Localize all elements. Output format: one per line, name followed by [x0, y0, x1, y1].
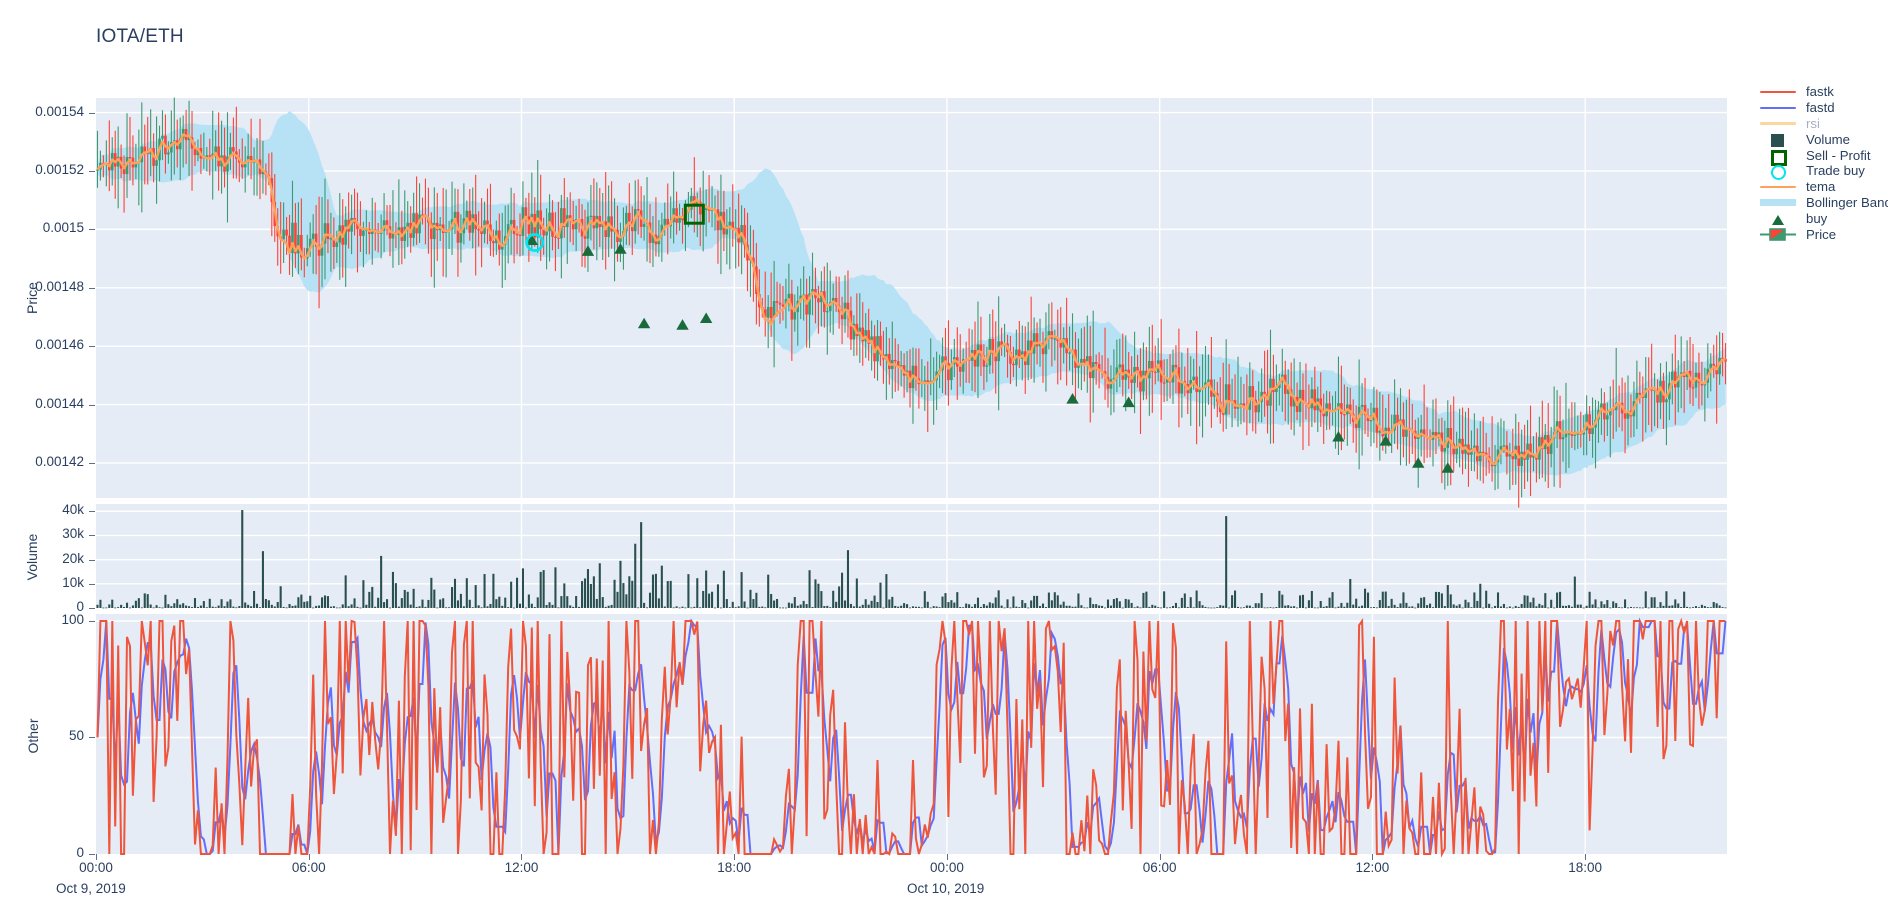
axis-tick-label: 40k	[62, 502, 84, 518]
filled-square-icon	[1756, 132, 1800, 147]
x-axis-tick-mark	[96, 854, 97, 860]
axis-tick-label: 0.0015	[42, 220, 84, 236]
legend-label: Bollinger Band	[1806, 194, 1888, 210]
axis-tick-mark	[89, 462, 95, 464]
page-title: IOTA/ETH	[96, 26, 184, 47]
legend-item-fastk[interactable]: fastk	[1756, 84, 1888, 100]
axis-tick-label: 0.00148	[35, 278, 84, 294]
x-axis-date-label: Oct 9, 2019	[56, 881, 126, 896]
axis-tick-mark	[89, 535, 95, 537]
axis-tick-mark	[89, 608, 95, 609]
legend-label: rsi	[1806, 115, 1820, 131]
axis-tick-mark	[89, 737, 95, 739]
legend-label: fastk	[1806, 84, 1834, 100]
legend-label: buy	[1806, 210, 1828, 226]
axis-tick-mark	[89, 112, 95, 114]
line-swatch	[1760, 90, 1796, 94]
legend-item-sell-profit[interactable]: Sell - Profit	[1756, 147, 1888, 166]
band-icon	[1756, 195, 1800, 210]
x-axis-tick-label: 18:00	[717, 860, 752, 875]
axis-tick-mark	[89, 287, 95, 289]
candlestick-icon	[1756, 227, 1800, 242]
legend: fastk fastd rsi Volume Sell - Profit Trade bu…	[1756, 84, 1888, 242]
open-circle-swatch	[1771, 165, 1786, 181]
axis-tick-label: 0.00142	[35, 453, 84, 469]
axis-tick-label: 100	[61, 611, 84, 627]
volume-panel	[96, 504, 1727, 608]
legend-label: Sell - Profit	[1806, 147, 1871, 163]
x-axis-tick-label: 12:00	[1355, 860, 1390, 875]
line-swatch	[1760, 106, 1796, 110]
x-axis-tick-mark	[734, 854, 736, 860]
axis-tick-mark	[89, 583, 95, 585]
axis-tick-mark	[89, 404, 95, 406]
x-axis-tick-mark	[1372, 854, 1374, 860]
x-axis-tick-label: 18:00	[1568, 860, 1603, 875]
line-icon	[1756, 84, 1800, 99]
candlestick-swatch	[1760, 227, 1796, 241]
legend-item-volume[interactable]: Volume	[1756, 131, 1888, 147]
triangle-swatch	[1772, 214, 1784, 225]
square-swatch	[1771, 133, 1784, 147]
other-panel	[96, 614, 1727, 854]
x-axis-tick-label: 06:00	[291, 860, 326, 875]
line-icon	[1756, 116, 1800, 131]
axis-tick-label: 0.00144	[35, 395, 84, 411]
axis-tick-mark	[89, 229, 95, 231]
legend-item-fastd[interactable]: fastd	[1756, 100, 1888, 116]
legend-label: Price	[1806, 226, 1837, 242]
line-icon	[1756, 100, 1800, 115]
x-axis-tick-mark	[521, 854, 523, 860]
legend-item-trade-buy[interactable]: Trade buy	[1756, 163, 1888, 181]
price-axis-label: Price	[24, 282, 40, 314]
axis-tick-label: 10k	[62, 574, 84, 590]
axis-tick-mark	[89, 559, 95, 561]
open-square-icon	[1756, 148, 1800, 166]
price-panel	[96, 98, 1727, 498]
x-axis-tick-label: 00:00	[79, 860, 113, 875]
axis-tick-label: 50	[68, 728, 84, 744]
axis-tick-mark	[89, 854, 95, 855]
axis-tick-mark	[89, 511, 95, 513]
legend-item-price[interactable]: Price	[1756, 226, 1888, 242]
axis-tick-mark	[89, 620, 95, 622]
open-circle-icon	[1756, 163, 1800, 181]
legend-label: fastd	[1806, 100, 1835, 116]
axis-tick-label: 0.00154	[35, 103, 84, 119]
legend-item-bollinger-band[interactable]: Bollinger Band	[1756, 195, 1888, 211]
legend-label: tema	[1806, 179, 1836, 195]
line-icon	[1756, 179, 1800, 194]
legend-item-buy[interactable]: buy	[1756, 210, 1888, 226]
axis-tick-mark	[89, 346, 95, 348]
axis-tick-label: 0.00152	[35, 161, 84, 177]
triangle-up-icon	[1756, 211, 1800, 226]
axis-tick-label: 30k	[62, 526, 84, 542]
band-swatch	[1760, 199, 1796, 207]
axis-tick-label: 0.00146	[35, 337, 84, 353]
axis-tick-mark	[89, 170, 95, 172]
axis-tick-label: 0	[76, 599, 84, 614]
legend-label: Trade buy	[1806, 163, 1865, 179]
x-axis-tick-label: 06:00	[1142, 860, 1177, 875]
x-axis-tick-label: 12:00	[504, 860, 539, 875]
legend-item-rsi[interactable]: rsi	[1756, 116, 1888, 132]
line-swatch	[1760, 122, 1796, 126]
x-axis-tick-mark	[946, 854, 948, 860]
axis-tick-label: 20k	[62, 550, 84, 566]
legend-label: Volume	[1806, 131, 1850, 147]
axis-tick-label: 0	[76, 845, 84, 860]
x-axis-tick-mark	[1159, 854, 1161, 860]
x-axis-tick-mark	[308, 854, 310, 860]
legend-item-tema[interactable]: tema	[1756, 179, 1888, 195]
line-swatch	[1760, 185, 1796, 189]
x-axis-tick-mark	[1585, 854, 1587, 860]
x-axis-date-label: Oct 10, 2019	[906, 881, 985, 896]
x-axis-tick-label: 00:00	[930, 860, 964, 875]
open-square-swatch	[1771, 149, 1787, 166]
